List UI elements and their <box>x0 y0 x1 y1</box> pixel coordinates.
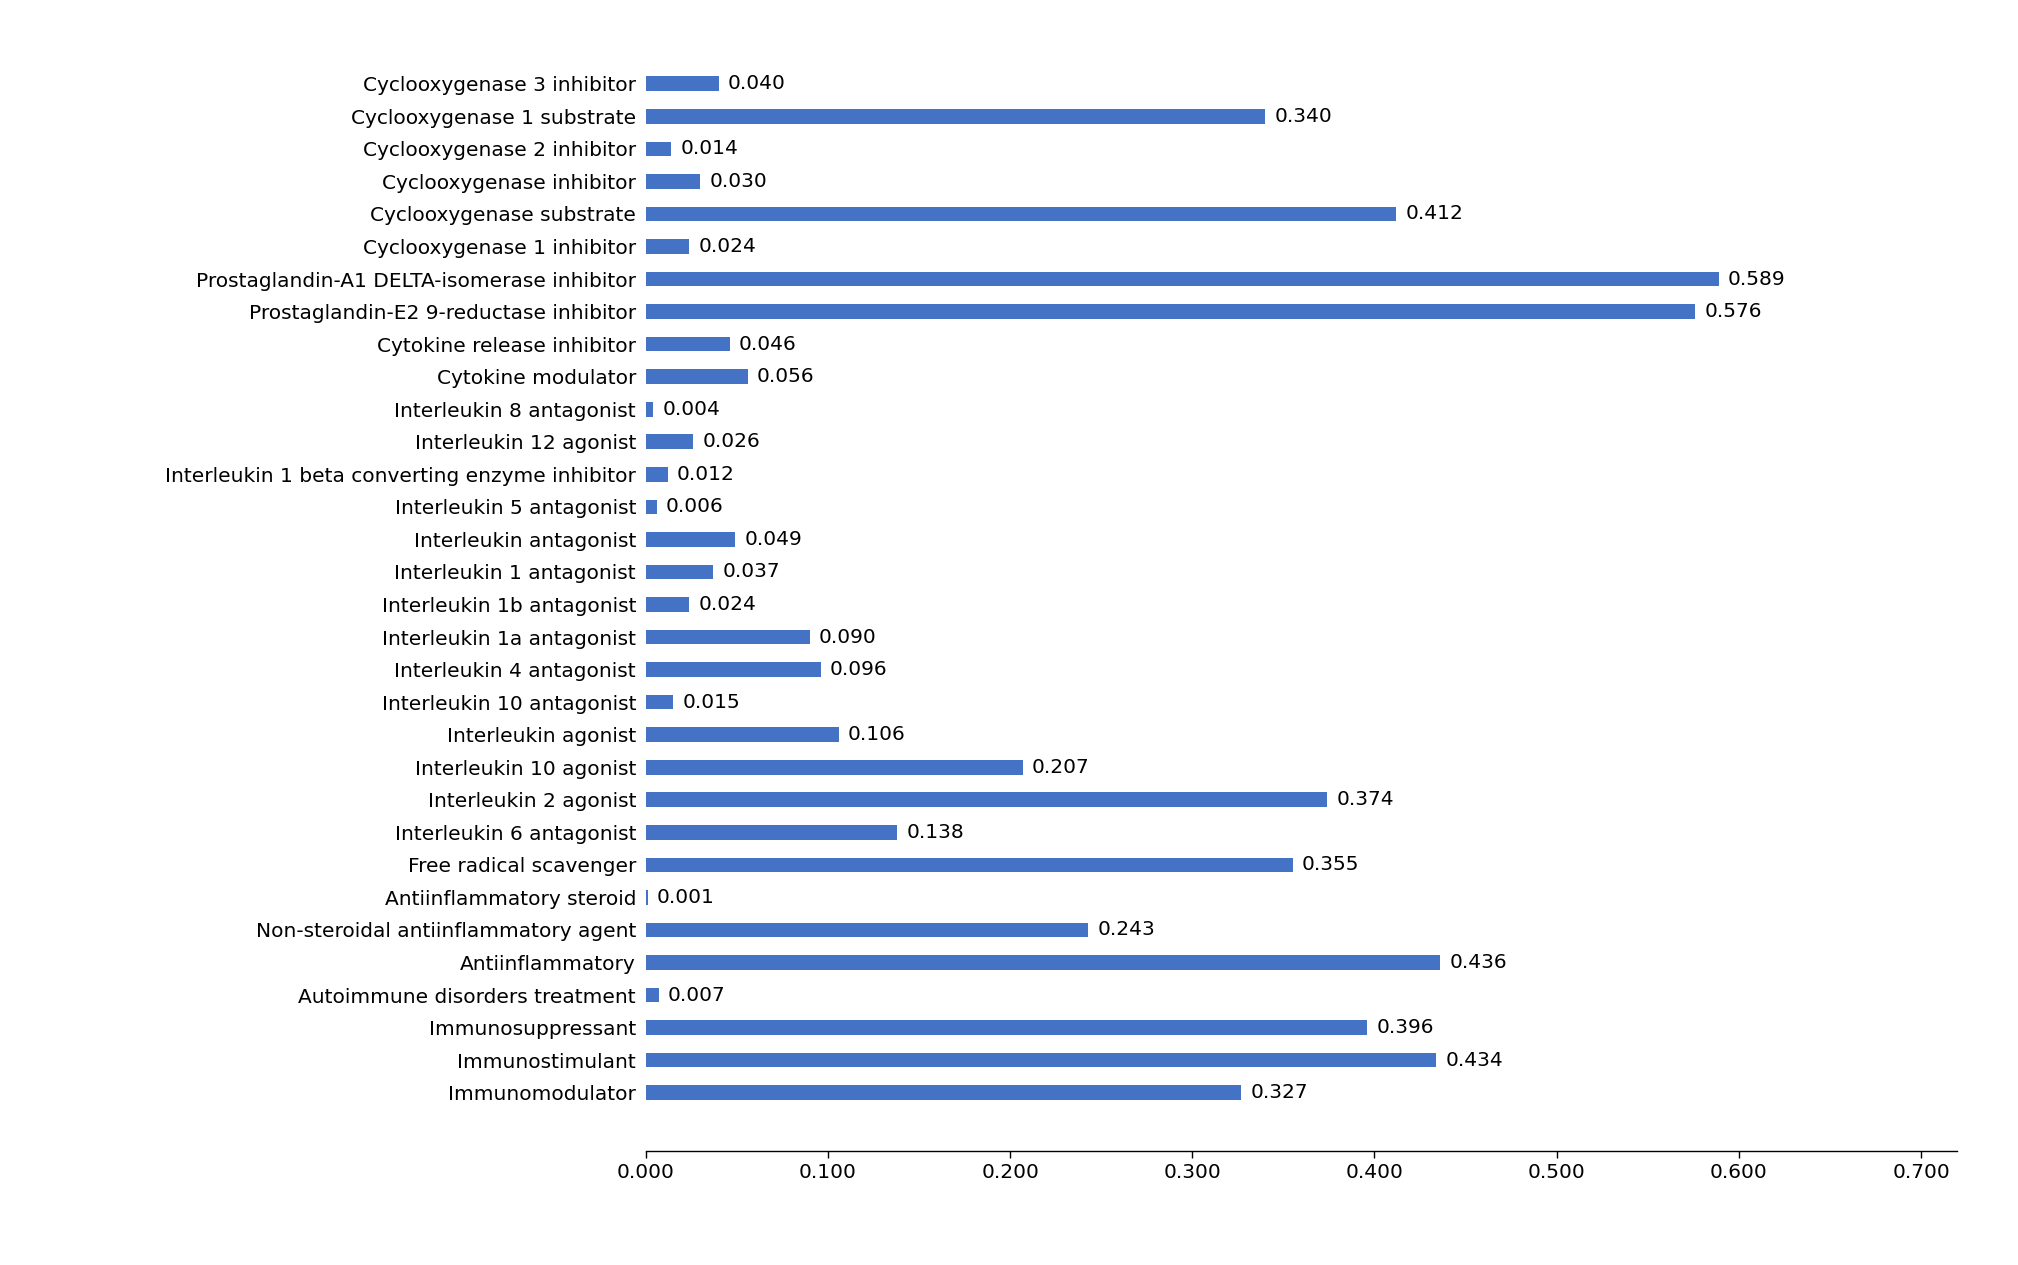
Text: 0.049: 0.049 <box>745 530 801 549</box>
Bar <box>646 369 749 385</box>
Bar <box>646 760 1023 774</box>
Bar <box>646 663 821 677</box>
Text: 0.243: 0.243 <box>1098 921 1156 940</box>
Bar <box>646 825 898 840</box>
Bar <box>646 239 690 254</box>
Text: 0.030: 0.030 <box>710 172 767 191</box>
Bar <box>646 564 712 579</box>
Text: 0.007: 0.007 <box>668 985 724 1004</box>
Bar <box>646 336 731 352</box>
Bar <box>646 792 1328 807</box>
Bar <box>646 434 692 449</box>
Bar <box>646 858 1292 872</box>
Text: 0.096: 0.096 <box>829 660 888 679</box>
Text: 0.340: 0.340 <box>1273 106 1332 125</box>
Text: 0.012: 0.012 <box>676 464 735 483</box>
Text: 0.004: 0.004 <box>662 400 720 419</box>
Text: 0.327: 0.327 <box>1251 1083 1308 1102</box>
Text: 0.374: 0.374 <box>1336 791 1394 810</box>
Text: 0.412: 0.412 <box>1405 205 1463 224</box>
Bar <box>646 142 672 156</box>
Text: 0.138: 0.138 <box>906 822 965 841</box>
Bar <box>646 727 839 743</box>
Text: 0.014: 0.014 <box>680 139 739 158</box>
Bar <box>646 76 718 91</box>
Bar <box>646 272 1719 286</box>
Bar <box>646 955 1441 970</box>
Text: 0.001: 0.001 <box>656 888 714 907</box>
Bar <box>646 1085 1241 1101</box>
Bar <box>646 533 735 546</box>
Bar <box>646 175 700 188</box>
Bar <box>646 1021 1368 1035</box>
Text: 0.090: 0.090 <box>819 627 876 646</box>
Bar <box>646 922 1088 937</box>
Text: 0.434: 0.434 <box>1445 1051 1503 1070</box>
Text: 0.576: 0.576 <box>1705 302 1762 321</box>
Text: 0.396: 0.396 <box>1376 1018 1435 1037</box>
Bar <box>646 402 654 416</box>
Text: 0.015: 0.015 <box>682 693 741 712</box>
Text: 0.207: 0.207 <box>1031 758 1090 777</box>
Bar <box>646 500 656 514</box>
Text: 0.589: 0.589 <box>1727 269 1786 288</box>
Bar <box>646 206 1396 221</box>
Text: 0.026: 0.026 <box>702 433 761 452</box>
Text: 0.024: 0.024 <box>698 595 757 614</box>
Text: 0.056: 0.056 <box>757 367 815 386</box>
Bar <box>646 630 809 644</box>
Text: 0.436: 0.436 <box>1449 953 1507 972</box>
Text: 0.040: 0.040 <box>728 75 785 94</box>
Text: 0.037: 0.037 <box>722 563 779 582</box>
Bar <box>646 467 668 482</box>
Bar <box>646 597 690 612</box>
Bar <box>646 694 674 710</box>
Bar <box>646 1052 1437 1068</box>
Text: 0.006: 0.006 <box>666 497 724 516</box>
Text: 0.046: 0.046 <box>739 335 797 354</box>
Bar <box>646 988 658 1002</box>
Bar <box>646 109 1265 124</box>
Bar <box>646 305 1695 319</box>
Text: 0.355: 0.355 <box>1302 855 1358 874</box>
Text: 0.024: 0.024 <box>698 237 757 256</box>
Text: 0.106: 0.106 <box>848 725 906 744</box>
